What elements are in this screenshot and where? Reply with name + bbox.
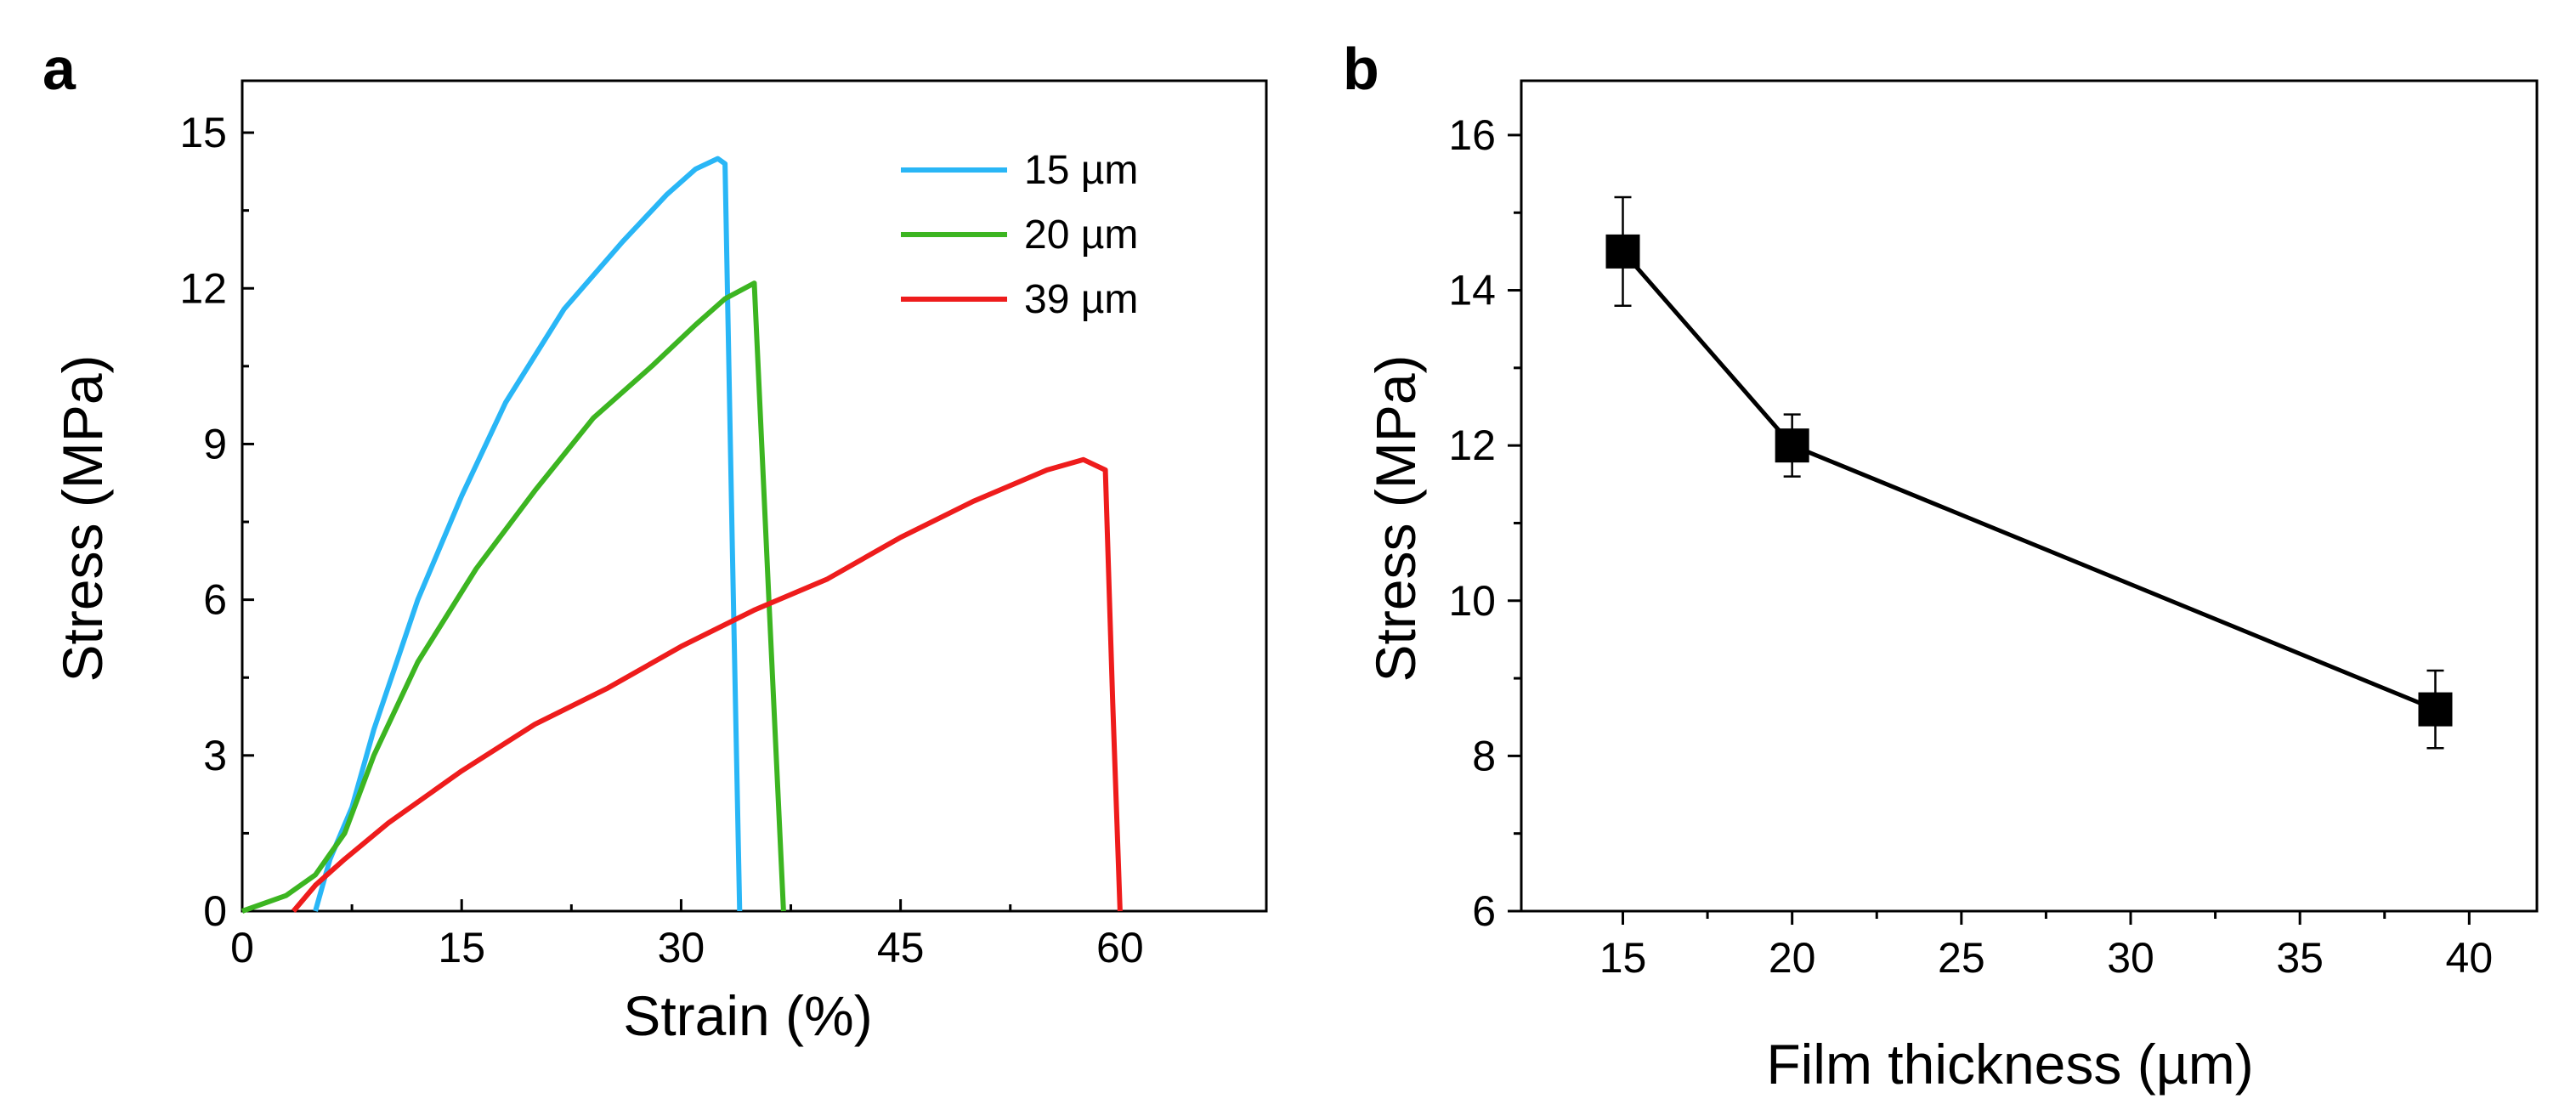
panel-a-series-line-2 xyxy=(241,280,786,914)
panel-a-x-axis-title: Strain (%) xyxy=(623,984,872,1047)
panel-b-x-tick-label: 25 xyxy=(1938,934,1985,982)
panel-b-y-tick-label: 16 xyxy=(1448,111,1496,159)
panel-a-legend: 15 µm 20 µm 39 µm xyxy=(901,148,1138,322)
panel-b-y-tick-label: 14 xyxy=(1448,267,1496,314)
panel-a-y-tick-label: 12 xyxy=(179,264,227,312)
panel-a-x-tick-label: 0 xyxy=(230,924,254,971)
panel-a-legend-label-1: 15 µm xyxy=(1024,148,1138,193)
panel-a-y-tick-label: 15 xyxy=(179,109,227,156)
panel-a-y-tick-label: 9 xyxy=(203,420,227,467)
panel-b-chart: b 15 20 25 30 35 40 6 8 10 12 14 16 Film thickness … xyxy=(1343,36,2539,1096)
panel-b-y-axis-title: Stress (MPa) xyxy=(1364,354,1427,682)
panel-b-plot-area: 15 20 25 30 35 40 6 8 10 12 14 16 xyxy=(1448,79,2539,982)
panel-b-connecting-line xyxy=(1621,250,2437,711)
panel-b-x-axis-title: Film thickness (µm) xyxy=(1766,1033,2253,1096)
panel-a-x-tick-label: 30 xyxy=(658,924,705,971)
panel-b-data-point xyxy=(2418,692,2453,727)
panel-a-legend-label-2: 20 µm xyxy=(1024,212,1138,258)
panel-a-x-tick-label: 45 xyxy=(877,924,925,971)
panel-b-y-tick-label: 12 xyxy=(1448,422,1496,469)
panel-a-x-tick-label: 60 xyxy=(1096,924,1144,971)
panel-b-x-tick-label: 20 xyxy=(1769,934,1816,982)
panel-a-x-tick-label: 15 xyxy=(438,924,485,971)
panel-a-legend-label-3: 39 µm xyxy=(1024,277,1138,322)
panel-b-label: b xyxy=(1343,36,1379,102)
panel-b-data-point xyxy=(1605,234,1640,269)
panel-a-chart: a 0 15 30 45 60 0 3 6 9 12 15 Strain (%) Stress (M… xyxy=(42,36,1268,1047)
panel-a-y-axis-title: Stress (MPa) xyxy=(51,354,114,682)
panel-b-data-point xyxy=(1775,428,1809,463)
panel-a-plot-area: 0 15 30 45 60 0 3 6 9 12 15 xyxy=(179,79,1268,971)
panel-b-y-tick-label: 10 xyxy=(1448,577,1496,625)
panel-b-x-tick-label: 15 xyxy=(1599,934,1647,982)
panel-b-y-tick-label: 6 xyxy=(1472,887,1496,935)
panel-b-x-tick-label: 40 xyxy=(2446,934,2494,982)
panel-b-x-tick-label: 30 xyxy=(2107,934,2154,982)
panel-a-y-tick-label: 3 xyxy=(203,732,227,779)
panel-b-y-tick-label: 8 xyxy=(1472,732,1496,779)
panel-b-frame xyxy=(1520,79,2539,913)
panel-a-series-line-1 xyxy=(313,156,743,912)
panel-a-frame xyxy=(241,79,1268,913)
panel-a-label: a xyxy=(42,36,76,102)
panel-b-x-tick-label: 35 xyxy=(2276,934,2324,982)
panel-a-y-tick-label: 0 xyxy=(203,887,227,935)
panel-a-series-line-3 xyxy=(292,456,1123,913)
panel-a-y-tick-label: 6 xyxy=(203,576,227,624)
